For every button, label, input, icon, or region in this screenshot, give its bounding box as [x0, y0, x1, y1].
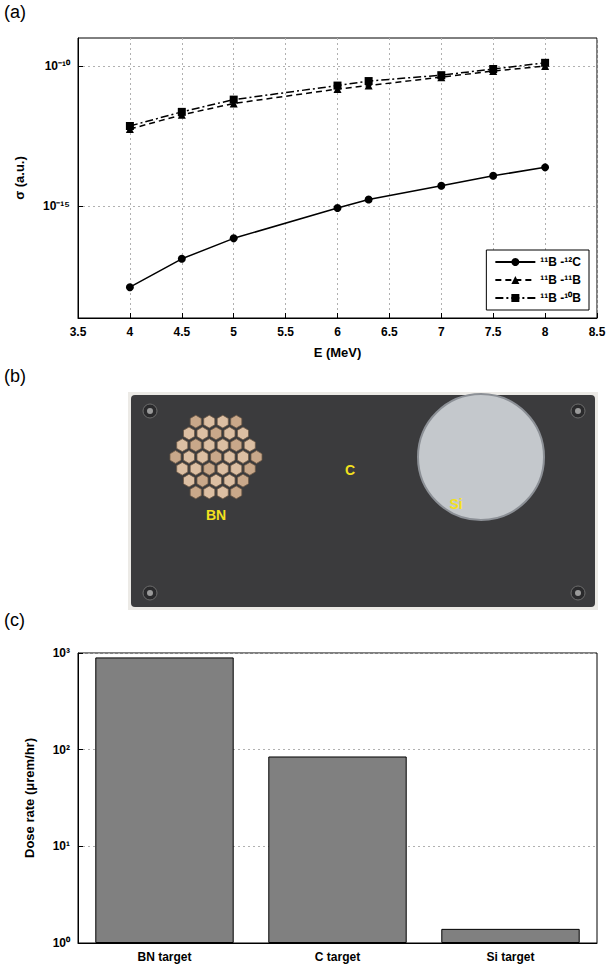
svg-text:10²: 10² [53, 743, 70, 757]
svg-text:7.5: 7.5 [485, 325, 502, 339]
svg-text:10¹: 10¹ [53, 839, 70, 853]
svg-text:4: 4 [127, 325, 134, 339]
svg-text:6: 6 [334, 325, 341, 339]
svg-text:Si: Si [449, 496, 462, 512]
svg-text:3.5: 3.5 [70, 325, 87, 339]
svg-text:σ (a.u.): σ (a.u.) [12, 156, 27, 200]
svg-text:5.5: 5.5 [277, 325, 294, 339]
svg-text:¹¹B -¹²C: ¹¹B -¹²C [540, 255, 581, 269]
svg-text:7: 7 [438, 325, 445, 339]
svg-text:Si target: Si target [486, 950, 534, 964]
svg-text:¹¹B -¹¹B: ¹¹B -¹¹B [540, 273, 581, 287]
svg-text:BN target: BN target [137, 950, 191, 964]
svg-text:10⁻¹⁰: 10⁻¹⁰ [45, 59, 71, 73]
svg-text:10⁻¹⁵: 10⁻¹⁵ [43, 199, 70, 213]
svg-text:¹¹B -¹⁰B: ¹¹B -¹⁰B [540, 291, 581, 305]
svg-text:10³: 10³ [53, 646, 70, 660]
html-text:(c): (c) [4, 610, 25, 630]
svg-text:5: 5 [230, 325, 237, 339]
html-text:(a): (a) [4, 2, 26, 22]
svg-text:C target: C target [315, 950, 360, 964]
svg-text:4.5: 4.5 [173, 325, 190, 339]
svg-text:10⁰: 10⁰ [53, 936, 71, 950]
svg-text:C: C [345, 462, 355, 478]
svg-text:8.5: 8.5 [589, 325, 606, 339]
html-text:(b): (b) [4, 366, 26, 386]
svg-text:BN: BN [206, 507, 226, 523]
svg-text:E (MeV): E (MeV) [314, 345, 362, 360]
svg-text:8: 8 [542, 325, 549, 339]
svg-text:6.5: 6.5 [381, 325, 398, 339]
svg-text:Dose rate (μrem/hr): Dose rate (μrem/hr) [22, 738, 37, 858]
